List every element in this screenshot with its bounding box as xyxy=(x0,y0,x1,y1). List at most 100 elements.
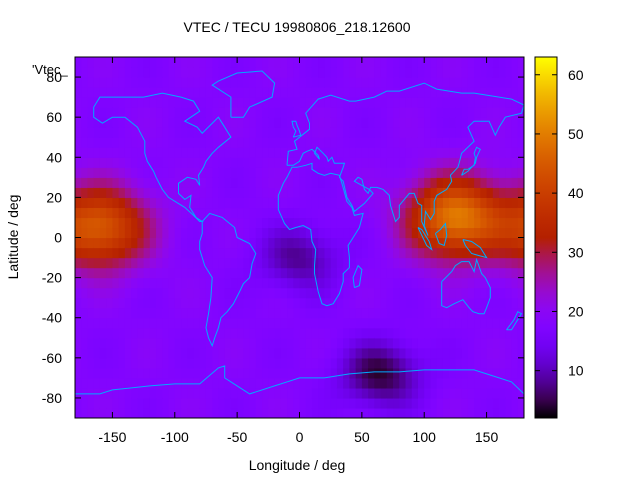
heatmap-cell xyxy=(336,347,344,359)
heatmap-cell xyxy=(318,377,326,389)
heatmap-cell xyxy=(430,227,438,239)
heatmap-cell xyxy=(442,127,450,138)
heatmap-cell xyxy=(205,387,213,399)
heatmap-cell xyxy=(461,347,469,359)
heatmap-cell xyxy=(93,247,101,259)
heatmap-cell xyxy=(212,327,220,339)
heatmap-cell xyxy=(442,167,450,178)
heatmap-cell xyxy=(517,117,524,128)
heatmap-cell xyxy=(461,237,469,249)
heatmap-cell xyxy=(181,117,188,128)
heatmap-cell xyxy=(517,327,524,339)
heatmap-cell xyxy=(374,407,382,418)
heatmap-cell xyxy=(143,207,151,219)
heatmap-cell xyxy=(118,367,126,379)
heatmap-cell xyxy=(311,337,319,349)
heatmap-cell xyxy=(355,87,363,98)
x-tick-label: -150 xyxy=(98,429,126,445)
heatmap-cell xyxy=(124,287,132,299)
heatmap-cell xyxy=(199,137,207,148)
heatmap-cell xyxy=(124,317,132,329)
heatmap-cell xyxy=(405,227,413,239)
heatmap-cell xyxy=(318,117,326,128)
heatmap-cell xyxy=(324,267,332,279)
heatmap-cell xyxy=(81,207,89,219)
heatmap-cell xyxy=(181,287,188,299)
heatmap-cell xyxy=(218,87,226,98)
heatmap-cell xyxy=(81,287,89,299)
heatmap-cell xyxy=(162,367,170,379)
heatmap-cell xyxy=(349,217,357,229)
heatmap-cell xyxy=(181,57,188,68)
heatmap-cell xyxy=(249,127,257,138)
heatmap-cell xyxy=(461,377,469,389)
heatmap-cell xyxy=(162,247,170,259)
heatmap-cell xyxy=(162,187,170,198)
heatmap-cell xyxy=(193,297,201,309)
heatmap-cell xyxy=(193,337,201,349)
heatmap-cell xyxy=(405,127,413,138)
heatmap-cell xyxy=(411,157,419,168)
heatmap-cell xyxy=(81,327,89,339)
heatmap-cell xyxy=(181,197,188,209)
heatmap-cell xyxy=(187,167,195,178)
heatmap-cell xyxy=(149,277,157,289)
x-tick-label: 150 xyxy=(475,429,499,445)
heatmap-cell xyxy=(380,127,388,138)
heatmap-cell xyxy=(417,237,425,249)
heatmap-cell xyxy=(106,97,114,108)
heatmap-cell xyxy=(106,67,114,78)
heatmap-cell xyxy=(156,357,163,369)
heatmap-cell xyxy=(461,57,469,68)
heatmap-cell xyxy=(187,287,195,299)
heatmap-cell xyxy=(262,177,269,188)
heatmap-cell xyxy=(162,57,170,68)
heatmap-cell xyxy=(193,327,201,339)
heatmap-cell xyxy=(112,117,120,128)
heatmap-cell xyxy=(449,127,457,138)
heatmap-cell xyxy=(330,397,338,409)
heatmap-cell xyxy=(205,177,213,188)
heatmap-cell xyxy=(430,397,438,409)
heatmap-cell xyxy=(386,97,394,108)
heatmap-cell xyxy=(149,237,157,249)
heatmap-cell xyxy=(106,257,114,269)
heatmap-cell xyxy=(436,397,444,409)
heatmap-cell xyxy=(336,57,344,68)
heatmap-cell xyxy=(474,67,481,78)
heatmap-cell xyxy=(386,147,394,158)
heatmap-cell xyxy=(424,157,432,168)
heatmap-cell xyxy=(249,167,257,178)
heatmap-cell xyxy=(305,317,313,329)
heatmap-cell xyxy=(393,167,400,178)
heatmap-cell xyxy=(393,257,400,269)
heatmap-cell xyxy=(262,117,269,128)
heatmap-cell xyxy=(162,207,170,219)
heatmap-cell xyxy=(287,167,294,178)
heatmap-cell xyxy=(274,357,282,369)
heatmap-cell xyxy=(287,267,294,279)
heatmap-cell xyxy=(218,177,226,188)
heatmap-cell xyxy=(380,167,388,178)
heatmap-cell xyxy=(168,187,176,198)
heatmap-cell xyxy=(131,97,138,108)
heatmap-cell xyxy=(511,67,519,78)
heatmap-cell xyxy=(162,377,170,389)
heatmap-cell xyxy=(499,217,506,229)
heatmap-cell xyxy=(87,227,95,239)
heatmap-cell xyxy=(442,147,450,158)
heatmap-cell xyxy=(299,167,307,178)
heatmap-cell xyxy=(505,337,513,349)
heatmap-cell xyxy=(75,397,82,409)
heatmap-cell xyxy=(205,227,213,239)
heatmap-cell xyxy=(218,347,226,359)
heatmap-cell xyxy=(517,277,524,289)
heatmap-cell xyxy=(424,267,432,279)
heatmap-cell xyxy=(143,167,151,178)
heatmap-cell xyxy=(162,317,170,329)
heatmap-cell xyxy=(461,127,469,138)
heatmap-cell xyxy=(99,377,107,389)
heatmap-cell xyxy=(174,327,182,339)
heatmap-cell xyxy=(449,187,457,198)
heatmap-cell xyxy=(287,57,294,68)
